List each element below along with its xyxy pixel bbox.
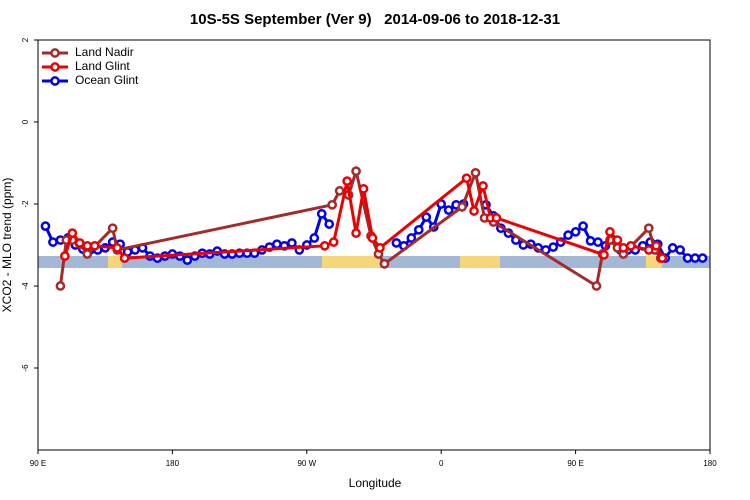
x-tick-label: 90 E	[30, 459, 46, 468]
data-point	[309, 233, 320, 243]
data-point	[643, 245, 654, 255]
data-point	[457, 202, 467, 212]
data-point	[40, 221, 51, 231]
y-axis-label: XCO2 - MLO trend (ppm)	[0, 178, 14, 313]
data-point	[605, 227, 615, 237]
x-axis-label: Longitude	[349, 476, 402, 490]
data-point	[657, 253, 668, 263]
data-point	[618, 243, 629, 253]
data-point	[334, 186, 345, 196]
x-tick-label: 180	[703, 459, 717, 468]
data-point	[351, 166, 361, 177]
data-point	[421, 212, 432, 222]
data-point	[548, 242, 559, 252]
y-tick-label: 0	[21, 119, 30, 124]
land-band	[460, 256, 500, 268]
land-band	[322, 256, 380, 268]
y-tick-label: -4	[21, 282, 30, 290]
data-point	[60, 251, 70, 261]
data-point	[570, 227, 581, 237]
data-point	[379, 259, 390, 269]
legend-marker	[50, 48, 60, 58]
x-tick-label: 90 W	[297, 459, 316, 468]
legend-label: Land Nadir	[75, 45, 134, 59]
data-point	[82, 249, 93, 259]
data-point	[319, 240, 330, 251]
data-point	[82, 240, 93, 251]
data-point	[375, 243, 385, 253]
data-point	[272, 239, 282, 250]
legend-label: Ocean Glint	[75, 73, 139, 87]
land-band	[108, 256, 122, 268]
x-tick-label: 180	[166, 459, 180, 468]
data-point	[578, 221, 588, 231]
data-point	[470, 167, 481, 178]
data-point	[682, 253, 693, 263]
data-point	[599, 249, 609, 260]
data-point	[89, 240, 100, 251]
data-point	[328, 237, 339, 247]
data-point	[478, 181, 488, 191]
data-point	[74, 238, 85, 248]
data-point	[358, 183, 369, 194]
legend-label: Land Glint	[75, 59, 130, 73]
data-point	[469, 206, 479, 216]
data-point	[626, 240, 636, 251]
data-point	[367, 233, 378, 243]
data-point	[107, 223, 118, 234]
plot-frame	[37, 39, 711, 451]
data-point	[287, 238, 297, 248]
y-tick-label: 2	[21, 37, 30, 42]
data-point	[324, 219, 335, 229]
data-point	[413, 224, 424, 235]
data-point	[563, 230, 573, 241]
data-point	[67, 228, 78, 238]
data-point	[585, 236, 596, 246]
data-point	[119, 253, 130, 263]
data-point	[316, 208, 327, 219]
data-point	[675, 245, 685, 255]
x-tick-label: 90 E	[567, 459, 583, 468]
surface-band	[38, 256, 710, 268]
data-point	[182, 255, 193, 266]
data-point	[55, 281, 66, 291]
data-point	[342, 176, 352, 186]
y-tick-label: -6	[21, 364, 30, 372]
data-point	[327, 199, 338, 210]
data-point	[643, 223, 654, 234]
legend-marker	[50, 62, 60, 72]
data-point	[651, 240, 662, 251]
data-point	[491, 213, 502, 223]
data-point	[461, 173, 472, 184]
y-tick-label: -2	[21, 200, 30, 208]
chart-title: 10S-5S September (Ver 9) 2014-09-06 to 2…	[190, 11, 560, 28]
data-point	[697, 253, 708, 263]
data-point	[406, 233, 417, 243]
legend-marker	[50, 76, 60, 86]
data-point	[593, 237, 603, 247]
data-point	[48, 237, 58, 247]
data-point	[667, 243, 678, 253]
data-point	[690, 253, 700, 263]
data-point	[591, 281, 602, 291]
series	[60, 173, 668, 263]
data-point	[112, 243, 122, 253]
x-tick-label: 0	[439, 459, 444, 468]
data-point	[391, 238, 402, 248]
data-point	[612, 235, 623, 245]
data-point	[443, 205, 454, 215]
data-point	[351, 228, 361, 238]
